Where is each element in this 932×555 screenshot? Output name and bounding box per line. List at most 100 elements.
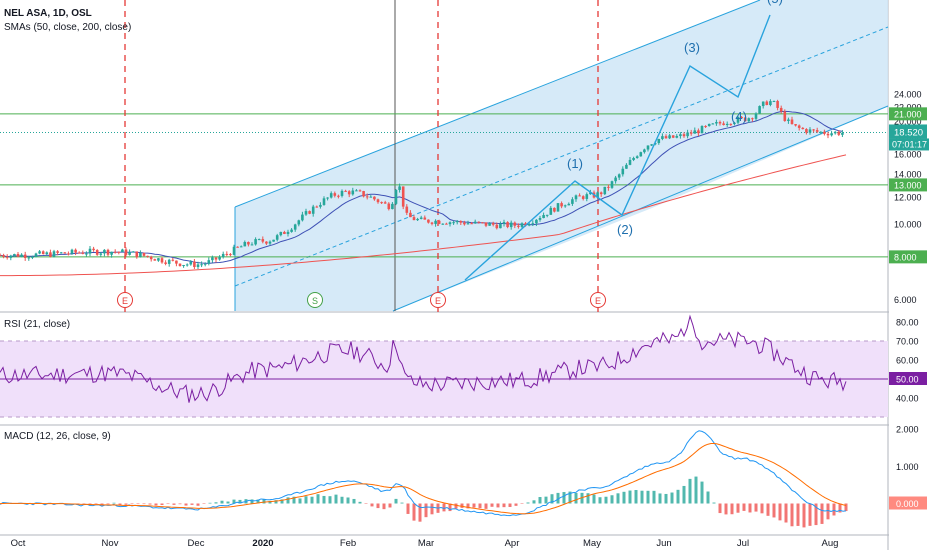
wave-label[interactable]: (1) <box>567 156 583 171</box>
candle-body <box>797 125 801 128</box>
event-marker-circle[interactable] <box>590 292 606 308</box>
macd-histogram-bar <box>592 494 596 504</box>
candle-body <box>635 156 639 159</box>
candle-body <box>52 251 56 257</box>
candle-body <box>531 223 535 225</box>
event-marker-label[interactable]: E <box>122 296 128 306</box>
wave-label[interactable]: (4) <box>731 109 747 124</box>
candle-body <box>95 250 99 255</box>
macd-histogram-bar <box>190 503 194 505</box>
time-axis[interactable]: Oct Nov Dec 2020 Feb Mar Apr May Jun Jul Aug <box>11 538 839 549</box>
candle-body <box>70 249 74 254</box>
candle-body <box>509 222 513 228</box>
candle-body <box>189 261 193 265</box>
candle-body <box>185 264 189 266</box>
macd-histogram-bar <box>550 494 554 504</box>
channel-upper-line[interactable] <box>234 0 761 208</box>
channel-median-line[interactable] <box>234 26 889 287</box>
candle-body <box>841 132 844 135</box>
candle-body <box>218 257 221 260</box>
candle-body <box>106 249 110 255</box>
macd-histogram-bar <box>286 497 290 504</box>
macd-histogram-bar <box>358 501 362 504</box>
candle-body <box>679 134 682 137</box>
event-marker-label[interactable]: S <box>312 296 318 306</box>
candle-body <box>661 136 664 139</box>
macd-histogram-bar <box>262 499 266 504</box>
event-marker-circle[interactable] <box>307 292 323 308</box>
candle-body <box>419 217 423 219</box>
time-tick-label: 2020 <box>252 538 273 549</box>
countdown-label: 07:01:17 <box>892 139 927 149</box>
macd-histogram-bar <box>364 503 368 504</box>
candle-body <box>171 259 175 261</box>
wave-label[interactable]: (3) <box>684 40 700 55</box>
elliott-waves[interactable]: (1) (2) (3) (4) (5) <box>464 0 783 281</box>
event-marker-label[interactable]: E <box>435 296 441 306</box>
candle-body <box>495 224 499 229</box>
event-lines[interactable] <box>124 0 599 312</box>
candle-body <box>232 246 236 255</box>
candle-body <box>373 196 376 200</box>
macd-histogram-bar <box>346 497 350 504</box>
macd-histogram-bar <box>562 492 566 504</box>
candle-body <box>448 222 452 225</box>
wave-label[interactable]: (5) <box>767 0 783 6</box>
symbol-legend[interactable]: NEL ASA, 1D, OSL <box>4 8 92 19</box>
macd-tick-label: 1.000 <box>896 462 919 472</box>
macd-histogram-bar <box>598 497 602 504</box>
macd-histogram-bar <box>220 500 224 504</box>
candle-body <box>286 231 290 234</box>
candle-body <box>355 190 358 192</box>
candle-body <box>225 253 229 255</box>
candle-body <box>790 119 794 125</box>
candle-body <box>387 203 391 210</box>
candle-body <box>470 223 473 225</box>
price-tick-label: 12.000 <box>894 192 922 202</box>
candle-body <box>459 221 463 223</box>
candle-body <box>329 193 333 198</box>
wave-label[interactable]: (2) <box>617 222 633 237</box>
event-marker-circle[interactable] <box>117 292 133 308</box>
macd-value-badge <box>889 496 927 510</box>
candle-body <box>167 259 171 264</box>
macd-histogram-bar <box>94 503 98 504</box>
candle-body <box>279 231 283 236</box>
macd-histogram-bar <box>706 491 710 504</box>
candle-body <box>157 258 160 261</box>
rsi-legend[interactable]: RSI (21, close) <box>4 319 70 330</box>
sma-legend[interactable]: SMAs (50, close, 200, close) <box>4 22 131 33</box>
macd-tick-label: 2.000 <box>896 425 919 435</box>
macd-histogram-bar <box>412 503 416 521</box>
macd-histogram-bar <box>172 503 176 505</box>
macd-histogram-bar <box>322 495 326 504</box>
macd-histogram-bar <box>352 498 356 504</box>
candle-body <box>751 118 754 120</box>
candle-body <box>214 257 218 260</box>
candle-body <box>304 211 308 215</box>
macd-histogram-bar <box>316 494 320 504</box>
macd-histogram-bar <box>544 496 548 504</box>
candle-body <box>74 249 77 253</box>
wave-path[interactable] <box>464 14 771 281</box>
candle-body <box>56 251 59 253</box>
candle-body <box>45 252 49 255</box>
price-tick-label: 16.000 <box>894 150 922 160</box>
macd-histogram-bar <box>658 493 662 504</box>
time-tick-label: Feb <box>340 538 356 549</box>
macd-histogram-bar <box>586 493 590 504</box>
macd-histogram-bar <box>208 502 212 504</box>
candle-body <box>254 239 257 245</box>
macd-legend[interactable]: MACD (12, 26, close, 9) <box>4 431 111 442</box>
candle-body <box>9 255 13 258</box>
candle-body <box>643 149 646 153</box>
candle-body <box>772 101 776 103</box>
regression-channel[interactable] <box>234 0 889 312</box>
candle-body <box>668 135 671 139</box>
event-marker-label[interactable]: E <box>595 296 601 306</box>
price-axis[interactable]: 6.0008.00010.00012.00014.00016.00018.000… <box>889 0 932 550</box>
event-marker-circle[interactable] <box>430 292 446 308</box>
candle-body <box>776 101 779 108</box>
